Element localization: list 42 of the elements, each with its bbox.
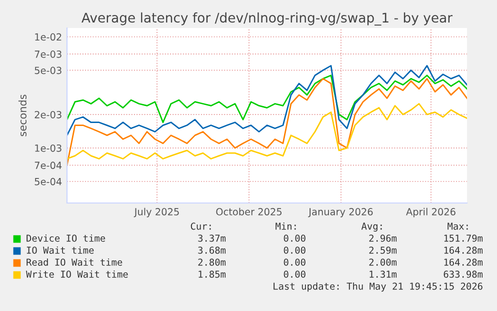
legend-label: Device IO time (26, 234, 106, 242)
x-tick-label: October 2025 (216, 208, 282, 216)
text: 2.00m (369, 258, 397, 266)
y-tick-label: 1e-02 (35, 33, 62, 41)
x-tick-label: April 2026 (406, 208, 456, 218)
text: 0.00 (284, 234, 306, 242)
line-series (67, 103, 467, 160)
text: Last update: Thu May 21 19:45:15 2026 (274, 282, 482, 292)
chart-title: Average latency for /dev/nlnog-ring-vg/swap_1 - by year (82, 12, 453, 26)
text: 0.00 (284, 270, 306, 278)
text: 3.37m (198, 234, 226, 242)
legend-label: Write IO Wait time (26, 270, 128, 278)
text: 0.00 (284, 258, 306, 266)
legend-label: Read IO Wait time (26, 258, 122, 266)
y-tick-label: 7e-04 (34, 162, 62, 170)
text: 2.80m (198, 258, 226, 266)
text: Min: (276, 222, 296, 230)
text: 0.00 (284, 246, 306, 254)
y-tick-label: 1e-03 (35, 144, 62, 152)
y-axis-title: seconds (18, 94, 27, 136)
text: 2.59m (369, 246, 397, 254)
text: 1.31m (370, 270, 397, 278)
text: Avg: (361, 222, 382, 232)
legend-label: IO Wait time (26, 246, 94, 254)
text: 3.68m (198, 246, 226, 254)
x-tick-label: January 2026 (308, 208, 373, 218)
y-tick-label: 5e-04 (34, 178, 62, 186)
y-tick-label: 5e-03 (34, 66, 62, 74)
text: 1.85m (198, 270, 226, 278)
text: Cur: (190, 222, 211, 230)
line-series (67, 78, 467, 166)
x-tick-label: July 2025 (134, 208, 179, 218)
text: 2.96m (369, 234, 397, 242)
line-series (67, 74, 467, 124)
line-series (67, 64, 467, 136)
y-tick-label: 7e-03 (34, 50, 62, 58)
text: Max: (448, 222, 468, 230)
y-tick-label: 2e-03 (34, 110, 62, 118)
text: 164.28m (444, 258, 483, 266)
text: 633.98m (444, 270, 483, 278)
text: 151.79m (444, 234, 483, 242)
text: 164.28m (444, 246, 483, 254)
